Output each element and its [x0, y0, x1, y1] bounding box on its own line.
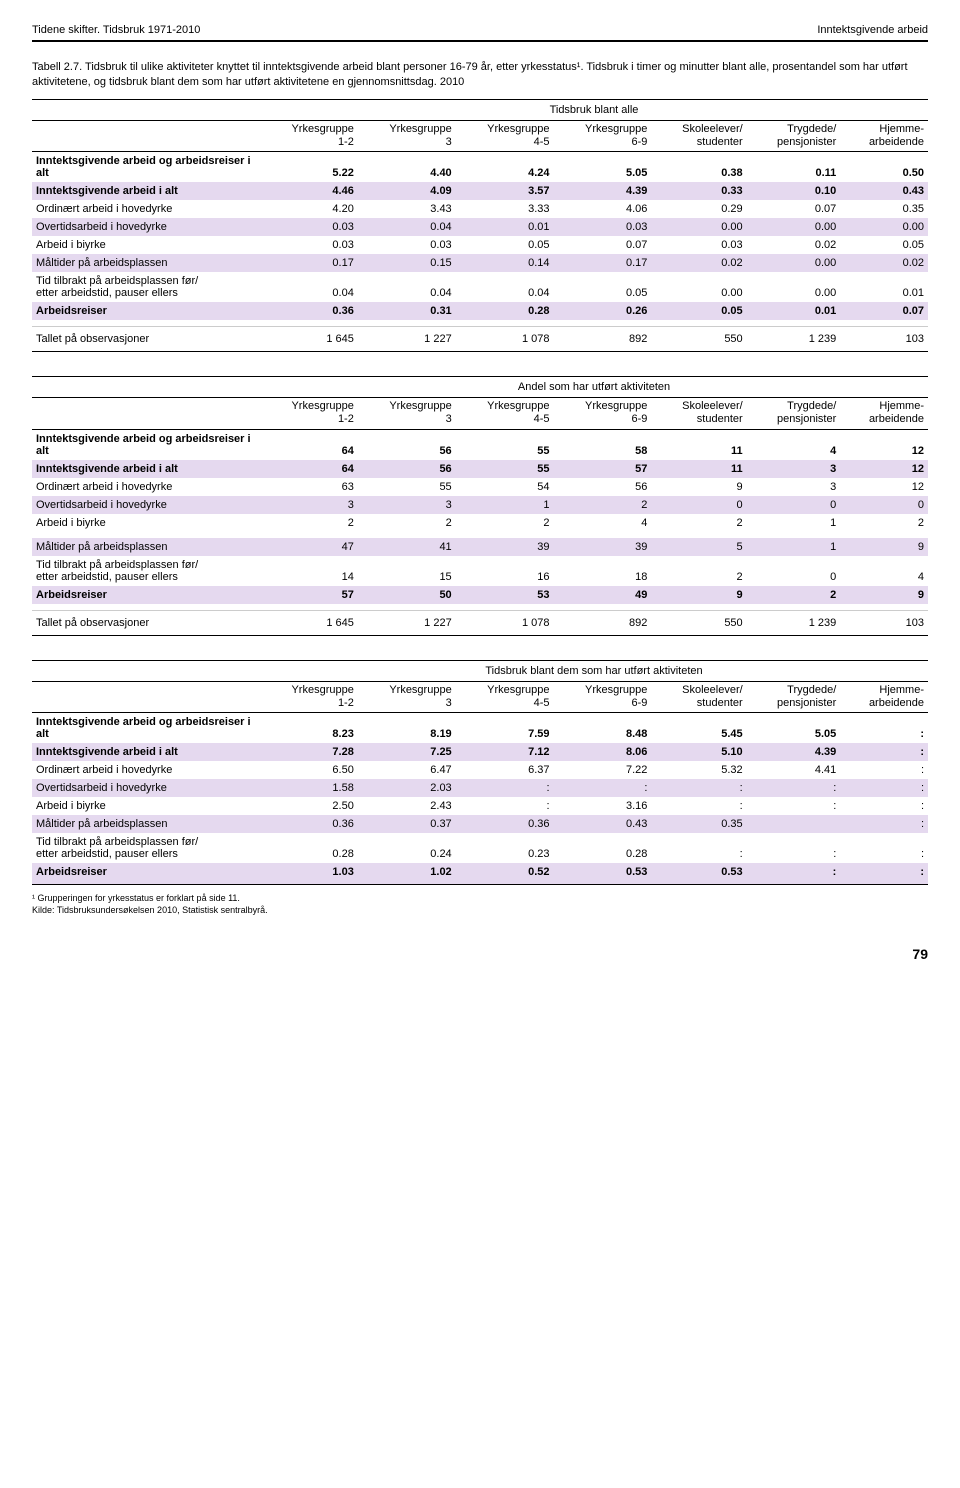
table-row: Arbeidsreiser 1.031.020.520.530.53::: [32, 863, 928, 885]
col-header: Yrkesgruppe1-2: [260, 120, 358, 151]
footnotes: ¹ Grupperingen for yrkesstatus er forkla…: [32, 893, 928, 916]
col-header: Hjemme-arbeidende: [840, 681, 928, 712]
header-right: Inntektsgivende arbeid: [817, 24, 928, 36]
col-header: Yrkesgruppe4-5: [456, 398, 554, 429]
table-row: Inntektsgivende arbeid i alt 4.464.093.5…: [32, 182, 928, 200]
table-caption: Tabell 2.7. Tidsbruk til ulike aktivitet…: [32, 60, 928, 91]
table-row: Arbeid i biyrke 2.502.43:3.16:::: [32, 797, 928, 815]
col-header: Skoleelever/studenter: [651, 398, 746, 429]
col-header: Trygdede/pensjonister: [747, 398, 841, 429]
table-row: Måltider på arbeidsplassen 47413939519: [32, 538, 928, 556]
table-row: Inntektsgivende arbeid og arbeidsreiser …: [32, 429, 928, 460]
col-header: Yrkesgruppe4-5: [456, 120, 554, 151]
col-header: Yrkesgruppe1-2: [260, 681, 358, 712]
table-row: Tid tilbrakt på arbeidsplassen før/etter…: [32, 833, 928, 863]
col-header: Skoleelever/studenter: [651, 120, 746, 151]
table-row: Ordinært arbeid i hovedyrke 6.506.476.37…: [32, 761, 928, 779]
col-header: Trygdede/pensjonister: [747, 120, 841, 151]
table-row: Ordinært arbeid i hovedyrke 4.203.433.33…: [32, 200, 928, 218]
running-header: Tidene skifter. Tidsbruk 1971-2010 Innte…: [32, 24, 928, 42]
table-row: Måltider på arbeidsplassen 0.170.150.140…: [32, 254, 928, 272]
col-header: Yrkesgruppe6-9: [554, 681, 652, 712]
table-tidsbruk-alle: Tidsbruk blant alle Yrkesgruppe1-2 Yrkes…: [32, 99, 928, 352]
col-header: Skoleelever/studenter: [651, 681, 746, 712]
table-row: Inntektsgivende arbeid og arbeidsreiser …: [32, 712, 928, 743]
table-row: Overtidsarbeid i hovedyrke 0.030.040.010…: [32, 218, 928, 236]
table-row: Arbeidsreiser 57505349929: [32, 586, 928, 604]
col-header: Yrkesgruppe3: [358, 120, 456, 151]
table-row: Inntektsgivende arbeid og arbeidsreiser …: [32, 152, 928, 183]
col-header: Yrkesgruppe4-5: [456, 681, 554, 712]
table1-super: Tidsbruk blant alle: [260, 99, 928, 120]
table-row: Inntektsgivende arbeid i alt 64565557113…: [32, 460, 928, 478]
table-row: Tid tilbrakt på arbeidsplassen før/etter…: [32, 272, 928, 302]
table-row: Inntektsgivende arbeid i alt 7.287.257.1…: [32, 743, 928, 761]
col-header: Yrkesgruppe1-2: [260, 398, 358, 429]
table-andel: Andel som har utført aktiviteten Yrkesgr…: [32, 376, 928, 635]
col-header: Yrkesgruppe6-9: [554, 398, 652, 429]
footnote-source: Kilde: Tidsbruksundersøkelsen 2010, Stat…: [32, 905, 928, 917]
footnote-1: ¹ Grupperingen for yrkesstatus er forkla…: [32, 893, 928, 905]
table-row: Tid tilbrakt på arbeidsplassen før/etter…: [32, 556, 928, 586]
col-header: Hjemme-arbeidende: [840, 120, 928, 151]
header-left: Tidene skifter. Tidsbruk 1971-2010: [32, 24, 200, 36]
table-row: Ordinært arbeid i hovedyrke 635554569312: [32, 478, 928, 496]
table-row: Tallet på observasjoner 1 6451 2271 0788…: [32, 610, 928, 635]
col-header: Trygdede/pensjonister: [747, 681, 841, 712]
table-row: Overtidsarbeid i hovedyrke 3312000: [32, 496, 928, 514]
col-header: Yrkesgruppe3: [358, 681, 456, 712]
table-tidsbruk-utfort: Tidsbruk blant dem som har utført aktivi…: [32, 660, 928, 885]
table-row: Arbeid i biyrke 0.030.030.050.070.030.02…: [32, 236, 928, 254]
col-header: Yrkesgruppe6-9: [554, 120, 652, 151]
table-row: Måltider på arbeidsplassen 0.360.370.360…: [32, 815, 928, 833]
table2-super: Andel som har utført aktiviteten: [260, 377, 928, 398]
table-row: Arbeid i biyrke 2224212: [32, 514, 928, 532]
table-row: Overtidsarbeid i hovedyrke 1.582.03:::::: [32, 779, 928, 797]
row-label: Inntektsgivende arbeid og arbeidsreiser …: [36, 155, 256, 179]
table3-super: Tidsbruk blant dem som har utført aktivi…: [260, 660, 928, 681]
table-row: Tallet på observasjoner 1 6451 2271 0788…: [32, 327, 928, 352]
col-header: Yrkesgruppe3: [358, 398, 456, 429]
page-number: 79: [32, 946, 928, 962]
table-row: Arbeidsreiser 0.360.310.280.260.050.010.…: [32, 302, 928, 320]
col-header: Hjemme-arbeidende: [840, 398, 928, 429]
